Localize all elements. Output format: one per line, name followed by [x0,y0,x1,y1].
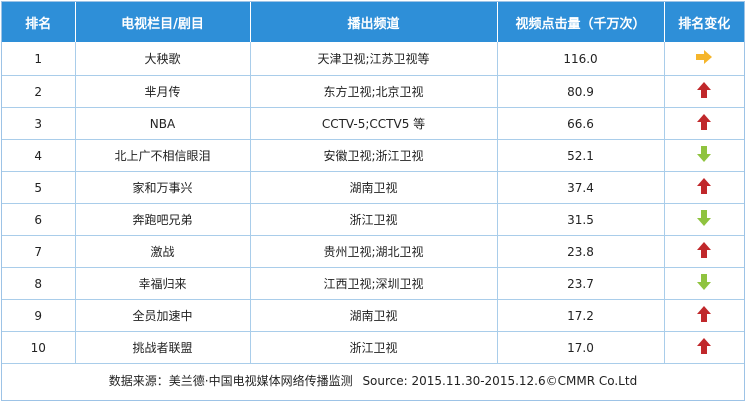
channel-cell: 安徽卫视;浙江卫视 [250,139,498,172]
table-row: 5 家和万事兴 湖南卫视 37.4 [2,171,744,204]
table-row: 4 北上广不相信眼泪 安徽卫视;浙江卫视 52.1 [2,139,744,172]
channel-cell: 贵州卫视;湖北卫视 [250,235,498,268]
clicks-cell: 37.4 [497,171,665,204]
clicks-cell: 66.6 [497,107,665,140]
program-cell: 挑战者联盟 [75,331,251,364]
table-row: 3 NBA CCTV-5;CCTV5 等 66.6 [2,107,744,140]
channel-cell: 湖南卫视 [250,299,498,332]
rank-change-cell [664,267,744,300]
arrow-up-icon [695,113,713,134]
header-clicks: 视频点击量（千万次） [497,2,665,42]
table-header-row: 排名 电视栏目/剧目 播出频道 视频点击量（千万次） 排名变化 [2,2,744,42]
rank-cell: 5 [2,171,76,204]
rank-change-cell [664,203,744,236]
rank-cell: 4 [2,139,76,172]
rank-change-cell [664,139,744,172]
header-channel: 播出频道 [250,2,498,42]
rank-change-cell [664,75,744,108]
program-cell: 家和万事兴 [75,171,251,204]
channel-cell: 江西卫视;深圳卫视 [250,267,498,300]
arrow-right-icon [695,48,713,69]
header-rank: 排名 [2,2,76,42]
program-cell: 奔跑吧兄弟 [75,203,251,236]
rank-cell: 2 [2,75,76,108]
header-rank-change: 排名变化 [664,2,744,42]
clicks-cell: 52.1 [497,139,665,172]
source-en-text: Source: 2015.11.30-2015.12.6©CMMR Co.Ltd [362,374,638,388]
arrow-up-icon [695,81,713,102]
program-cell: 北上广不相信眼泪 [75,139,251,172]
clicks-cell: 31.5 [497,203,665,236]
rank-change-cell [664,331,744,364]
rank-change-cell [664,299,744,332]
rank-cell: 3 [2,107,76,140]
channel-cell: 浙江卫视 [250,203,498,236]
channel-cell: 天津卫视;江苏卫视等 [250,42,498,76]
program-cell: 幸福归来 [75,267,251,300]
rank-change-cell [664,42,744,76]
channel-cell: 东方卫视;北京卫视 [250,75,498,108]
arrow-up-icon [695,241,713,262]
rank-change-cell [664,235,744,268]
rank-change-cell [664,107,744,140]
program-cell: 激战 [75,235,251,268]
rank-cell: 8 [2,267,76,300]
channel-cell: CCTV-5;CCTV5 等 [250,107,498,140]
arrow-up-icon [695,337,713,358]
table-body: 1 大秧歌 天津卫视;江苏卫视等 116.0 2 芈月传 东方卫视;北京卫视 80.9 3 NBA… [2,42,744,364]
header-program: 电视栏目/剧目 [75,2,251,42]
rank-change-cell [664,171,744,204]
clicks-cell: 23.8 [497,235,665,268]
channel-cell: 浙江卫视 [250,331,498,364]
program-cell: 全员加速中 [75,299,251,332]
rank-cell: 7 [2,235,76,268]
table-row: 7 激战 贵州卫视;湖北卫视 23.8 [2,235,744,268]
arrow-up-icon [695,305,713,326]
program-cell: 芈月传 [75,75,251,108]
arrow-up-icon [695,177,713,198]
clicks-cell: 80.9 [497,75,665,108]
channel-cell: 湖南卫视 [250,171,498,204]
rank-cell: 10 [2,331,76,364]
arrow-down-icon [695,273,713,294]
source-cn-text: 数据来源：美兰德·中国电视媒体网络传播监测 [108,374,353,388]
rank-cell: 6 [2,203,76,236]
table-row: 9 全员加速中 湖南卫视 17.2 [2,299,744,332]
clicks-cell: 17.0 [497,331,665,364]
ranking-table: 排名 电视栏目/剧目 播出频道 视频点击量（千万次） 排名变化 1 大秧歌 天津卫视… [2,2,744,364]
table-row: 2 芈月传 东方卫视;北京卫视 80.9 [2,75,744,108]
clicks-cell: 116.0 [497,42,665,76]
clicks-cell: 17.2 [497,299,665,332]
arrow-down-icon [695,145,713,166]
table-row: 10 挑战者联盟 浙江卫视 17.0 [2,331,744,364]
source-footer: 数据来源：美兰德·中国电视媒体网络传播监测 Source: 2015.11.30… [2,364,744,399]
table-row: 1 大秧歌 天津卫视;江苏卫视等 116.0 [2,42,744,76]
program-cell: 大秧歌 [75,42,251,76]
rank-cell: 9 [2,299,76,332]
rank-cell: 1 [2,42,76,76]
clicks-cell: 23.7 [497,267,665,300]
table-row: 6 奔跑吧兄弟 浙江卫视 31.5 [2,203,744,236]
arrow-down-icon [695,209,713,230]
table-row: 8 幸福归来 江西卫视;深圳卫视 23.7 [2,267,744,300]
program-cell: NBA [75,107,251,140]
